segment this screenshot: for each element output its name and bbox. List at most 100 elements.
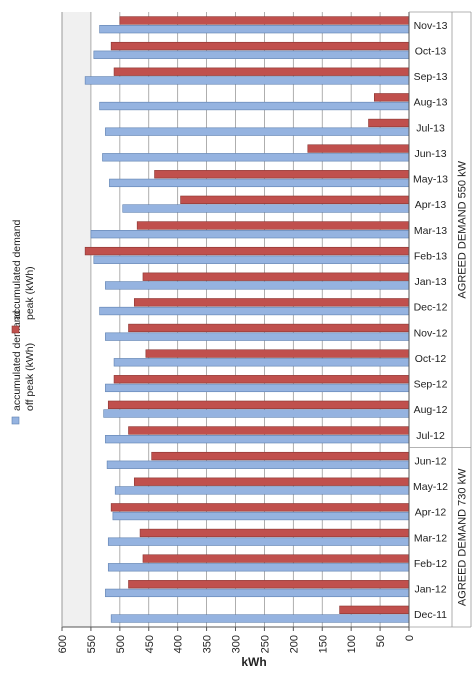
bar-off-peak [105, 281, 410, 290]
bar-peak [107, 400, 410, 409]
legend: accumulated demand off peak (kWh)accumula… [11, 219, 36, 425]
bar-peak [151, 451, 410, 461]
x-axis-title: kWh [241, 655, 266, 669]
bar-peak [373, 93, 410, 102]
x-tick-label: 550 [86, 635, 98, 653]
category-label: Oct-12 [415, 353, 447, 365]
bar-peak [133, 298, 410, 307]
bar-peak [339, 605, 410, 614]
legend-label: accumulated demand [11, 219, 23, 320]
x-tick-label: 450 [144, 635, 156, 653]
x-tick-label: 300 [231, 635, 243, 653]
bar-off-peak [93, 255, 410, 264]
category-label: Feb-12 [414, 558, 447, 570]
group-labels: AGREED DEMAND 550 kW AGREED DEMAND 730 kW [409, 160, 471, 606]
bar-peak [113, 67, 410, 76]
x-tick-label: 600 [57, 635, 69, 653]
bar-peak [142, 554, 410, 563]
legend-label-line2: off peak (kWh) [24, 343, 36, 411]
category-label: Sep-13 [414, 71, 448, 83]
category-label: May-13 [413, 174, 448, 186]
legend-label-line2: peak (kWh) [24, 266, 36, 320]
bar-peak [113, 375, 410, 384]
plot-background [62, 12, 91, 627]
bar-peak [128, 323, 410, 333]
category-label: Jan-13 [414, 276, 446, 288]
bar-off-peak [105, 435, 410, 444]
category-label: Dec-12 [414, 302, 448, 314]
category-label: Nov-13 [414, 20, 448, 32]
x-tick-label: 150 [317, 635, 329, 653]
bar-off-peak [113, 358, 410, 367]
bar-off-peak [107, 537, 410, 546]
bar-off-peak [90, 230, 410, 239]
bar-peak [110, 41, 410, 51]
x-tick-label: 50 [375, 635, 387, 647]
x-tick-labels: 0 50 100 150 200 250 300 350 400 450 500 550 600 [57, 635, 416, 653]
x-tick-label: 100 [346, 635, 358, 653]
bars [84, 16, 410, 623]
x-tick-label: 200 [288, 635, 300, 653]
x-tick-label: 350 [202, 635, 214, 653]
bar-off-peak [105, 332, 410, 341]
x-tick-label: 400 [173, 635, 185, 653]
category-label: Jun-12 [414, 455, 446, 467]
bar-off-peak [103, 409, 410, 418]
category-label: Nov-12 [414, 327, 448, 339]
category-label: Apr-12 [415, 507, 447, 519]
bar-off-peak [99, 306, 410, 316]
bar-off-peak [114, 486, 410, 495]
bar-off-peak [112, 511, 410, 521]
shaded-band [62, 12, 91, 627]
group-label: AGREED DEMAND 550 kW [457, 160, 469, 298]
bar-peak [136, 221, 410, 230]
bar-peak [142, 272, 410, 281]
legend-swatch [11, 416, 20, 425]
bar-off-peak [93, 50, 410, 59]
category-label: Mar-12 [414, 532, 447, 544]
bar-off-peak [105, 383, 410, 393]
x-tick-label: 0 [404, 635, 416, 641]
bar-peak [128, 580, 410, 589]
bar-off-peak [99, 25, 410, 34]
bar-off-peak [109, 178, 410, 188]
category-label: Apr-13 [415, 199, 447, 211]
bar-peak [119, 16, 410, 25]
bar-peak [133, 477, 410, 486]
category-label: Jul-12 [416, 430, 445, 442]
bar-peak [110, 503, 410, 512]
bar-off-peak [105, 588, 410, 598]
bar-off-peak [110, 614, 410, 623]
bar-peak [128, 426, 410, 435]
bar-peak [84, 246, 410, 256]
category-label: Jun-13 [414, 148, 446, 160]
category-label: Jan-12 [414, 584, 446, 596]
category-label: Dec-11 [414, 609, 447, 621]
bar-off-peak [102, 153, 410, 162]
x-tick-label: 250 [259, 635, 271, 653]
bar-peak [154, 170, 410, 179]
category-label: Oct-13 [415, 45, 447, 57]
axes [61, 11, 472, 631]
group-label: AGREED DEMAND 730 kW [457, 468, 469, 606]
category-label: Mar-13 [414, 225, 447, 237]
bar-off-peak [122, 204, 410, 213]
bar-peak [368, 118, 410, 128]
category-label: Feb-13 [414, 250, 447, 262]
category-label: Jul-13 [416, 122, 445, 134]
category-label: Aug-12 [414, 404, 448, 416]
bar-peak [145, 349, 410, 358]
bar-peak [180, 195, 410, 204]
category-label: May-12 [413, 481, 448, 493]
category-labels: Nov-13 Oct-13 Sep-13 Aug-13 Jul-13 Jun-13 May-… [413, 20, 448, 621]
legend-swatch [11, 325, 20, 334]
x-tick-label: 500 [115, 635, 127, 653]
legend-label: accumulated demand [11, 310, 23, 411]
bar-off-peak [107, 563, 410, 572]
bar-off-peak [105, 127, 410, 136]
bar-peak [307, 144, 410, 153]
bar-off-peak [84, 76, 410, 85]
category-label: Aug-13 [414, 97, 448, 109]
